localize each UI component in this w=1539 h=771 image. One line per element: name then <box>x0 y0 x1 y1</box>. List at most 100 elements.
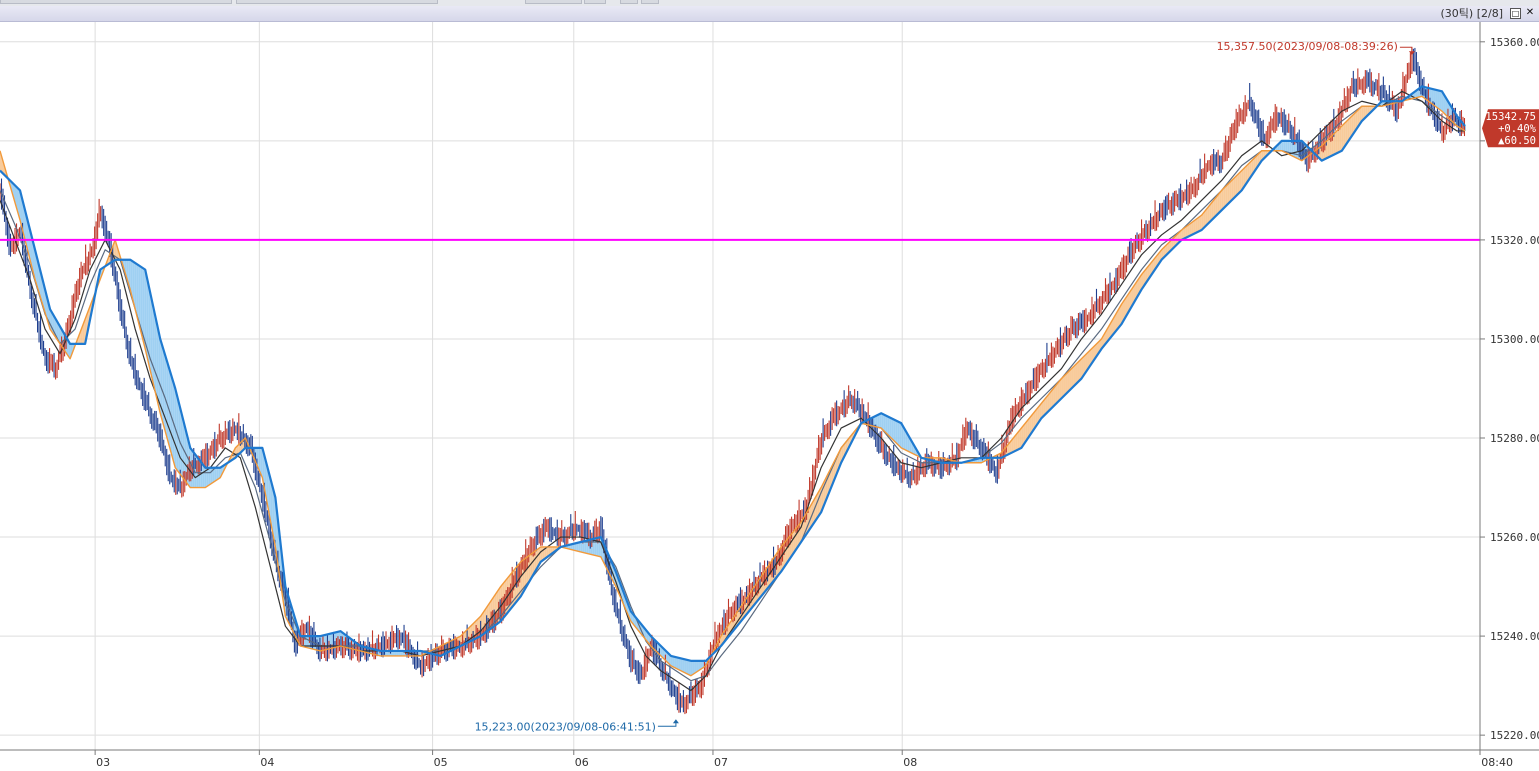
band-fill-segment <box>1235 174 1238 197</box>
band-fill-segment <box>674 656 677 669</box>
toolbar-segment[interactable] <box>584 0 606 4</box>
band-fill-segment <box>1111 318 1114 337</box>
band-fill-segment <box>536 548 539 569</box>
band-fill-segment <box>1433 89 1436 107</box>
band-fill-segment <box>1015 433 1018 451</box>
band-fill-segment <box>1181 228 1184 240</box>
band-fill-segment <box>268 470 271 521</box>
current-price-change: ▲60.50 <box>1498 135 1536 147</box>
band-fill-segment <box>1207 205 1210 225</box>
toolbar-segment[interactable] <box>641 0 659 4</box>
band-fill-segment <box>1117 307 1120 330</box>
toolbar-segment[interactable] <box>620 0 638 4</box>
band-fill-segment <box>897 421 900 446</box>
band-fill-segment <box>272 486 275 542</box>
band-fill-segment <box>1011 438 1014 453</box>
band-fill-segment <box>1351 114 1354 136</box>
band-fill-segment <box>1183 227 1186 239</box>
tick-page-info: (30틱) [2/8] <box>1440 7 1503 20</box>
band-fill-segment <box>214 467 217 482</box>
band-fill-segment <box>132 261 135 306</box>
band-fill-segment <box>574 542 577 551</box>
band-fill-segment <box>1221 188 1224 211</box>
band-fill-segment <box>1107 325 1110 342</box>
band-fill-segment <box>1229 180 1232 203</box>
toolbar-segment[interactable] <box>236 0 438 4</box>
band-fill-segment <box>1337 127 1340 153</box>
band-fill-segment <box>682 658 685 673</box>
restore-icon[interactable]: □ <box>1510 8 1521 19</box>
band-fill-segment <box>220 466 223 478</box>
band-fill-segment <box>1023 423 1026 445</box>
band-fill-segment <box>148 283 151 371</box>
band-fill-segment <box>1125 295 1128 318</box>
band-fill-segment <box>1199 215 1202 231</box>
band-fill-segment <box>1283 140 1286 153</box>
band-fill-segment <box>1041 400 1044 419</box>
band-fill-segment <box>1109 321 1112 339</box>
band-fill-segment <box>1431 88 1434 106</box>
band-fill-segment <box>1343 122 1346 148</box>
band-fill-segment <box>56 319 59 341</box>
x-tick-label: 03 <box>96 756 110 769</box>
band-fill-segment <box>1361 106 1364 122</box>
band-fill-segment <box>1355 110 1358 130</box>
band-fill-segment <box>1083 354 1086 376</box>
close-icon[interactable]: ✕ <box>1525 7 1535 18</box>
band-fill-segment <box>1247 162 1250 182</box>
band-fill-segment <box>212 467 215 483</box>
band-fill-segment <box>1437 90 1440 110</box>
band-fill-segment <box>68 340 71 359</box>
band-fill-segment <box>400 650 403 656</box>
band-fill-segment <box>1129 289 1132 311</box>
band-fill-segment <box>546 546 549 558</box>
band-fill-segment <box>1047 393 1050 413</box>
band-fill-segment <box>1017 430 1020 450</box>
band-fill-segment <box>1195 218 1198 233</box>
y-tick-label: 15280.00 <box>1490 432 1539 445</box>
band-fill-segment <box>1237 172 1240 195</box>
band-fill-segment <box>1205 207 1208 227</box>
band-fill-segment <box>156 320 159 405</box>
band-fill-segment <box>793 529 796 554</box>
toolbar-segment[interactable] <box>525 0 582 4</box>
band-fill-segment <box>1031 413 1034 434</box>
band-fill-segment <box>136 263 139 322</box>
band-fill-segment <box>1133 283 1136 304</box>
band-fill-segment <box>1233 176 1236 199</box>
band-fill-segment <box>1113 314 1116 334</box>
band-fill-segment <box>1009 440 1012 454</box>
band-fill-segment <box>809 504 812 531</box>
band-fill-segment <box>260 447 263 478</box>
band-fill-segment <box>534 549 537 573</box>
band-fill-segment <box>396 650 399 656</box>
x-tick-label: 08 <box>903 756 917 769</box>
band-fill-segment <box>1281 140 1284 152</box>
band-fill-segment <box>1007 442 1010 455</box>
band-fill-segment <box>891 418 894 440</box>
band-fill-segment <box>1131 286 1134 307</box>
band-fill-segment <box>899 422 902 448</box>
band-fill-segment <box>1185 225 1188 238</box>
band-fill-segment <box>1121 301 1124 325</box>
lower-band-line <box>0 95 1466 677</box>
current-price-badge <box>1482 109 1539 148</box>
band-fill-segment <box>140 266 143 337</box>
min-arrow <box>672 719 679 724</box>
band-fill-segment <box>670 655 673 667</box>
band-fill-segment <box>1363 106 1366 120</box>
band-fill-segment <box>1251 158 1254 176</box>
band-fill-segment <box>1025 420 1028 442</box>
band-fill-segment <box>1439 90 1442 112</box>
band-fill-segment <box>1135 280 1138 300</box>
band-fill-segment <box>883 414 886 433</box>
toolbar-segment[interactable] <box>0 0 232 4</box>
band-fill-segment <box>142 267 145 345</box>
band-fill-segment <box>202 463 205 488</box>
band-fill-segment <box>150 292 153 379</box>
band-fill-segment <box>815 494 818 522</box>
band-fill-segment <box>1043 398 1046 417</box>
band-fill-segment <box>1115 311 1118 332</box>
band-fill-segment <box>1049 390 1052 411</box>
